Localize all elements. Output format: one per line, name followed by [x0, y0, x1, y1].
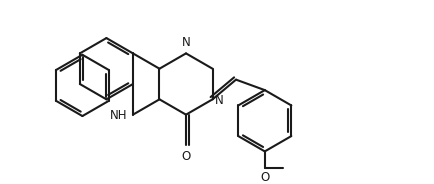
Text: N: N [214, 94, 223, 107]
Text: NH: NH [110, 109, 127, 122]
Text: O: O [181, 150, 190, 163]
Text: N: N [181, 36, 190, 49]
Text: O: O [260, 171, 269, 184]
